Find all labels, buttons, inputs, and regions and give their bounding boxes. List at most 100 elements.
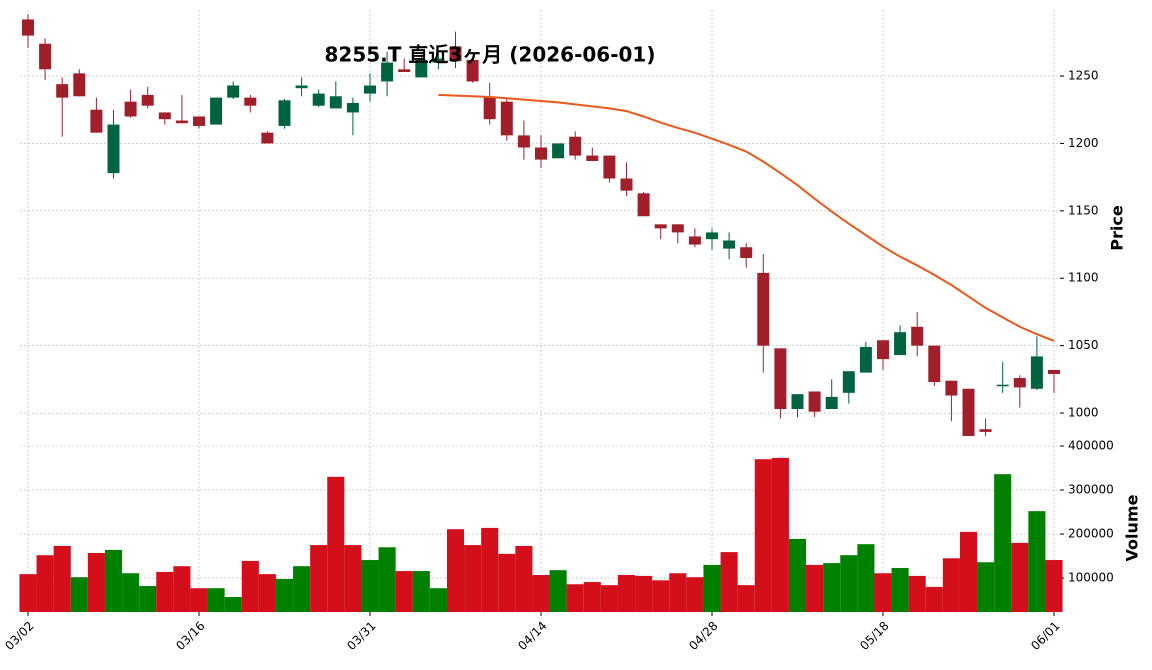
volume-bar [771, 457, 789, 612]
candle-body [244, 97, 257, 106]
volume-bar [190, 588, 208, 612]
candle-body [996, 384, 1009, 387]
y-tick-label: 1200 [1068, 136, 1099, 150]
x-tick-label: 04/14 [515, 619, 549, 653]
candle-body [859, 346, 872, 373]
volume-bar [395, 571, 413, 612]
candle-body [210, 97, 223, 125]
candle-body [466, 59, 479, 82]
volume-bar [481, 527, 499, 612]
volume-bar [464, 545, 482, 612]
moving-average-line [438, 93, 1055, 342]
candle-body [193, 116, 205, 126]
y-tick-label: 400000 [1068, 438, 1114, 452]
y-tick-label: 1000 [1068, 406, 1099, 420]
candle-body [603, 155, 616, 179]
candle-body [124, 101, 137, 117]
volume-bar [874, 573, 892, 612]
volume-bar [498, 553, 516, 612]
candle-body [141, 94, 154, 106]
candle-body [90, 109, 103, 133]
candle-body [346, 103, 359, 113]
volume-bar [583, 582, 601, 612]
volume-bar [87, 552, 105, 612]
candle-body [774, 348, 787, 409]
volume-bar [925, 586, 943, 612]
candle-body [107, 124, 120, 174]
volume-bar [600, 585, 618, 612]
volume-bar [806, 564, 824, 612]
candle-body [637, 193, 650, 217]
candle-body [552, 143, 565, 159]
y-tick-label: 1150 [1068, 203, 1099, 217]
volume-bar [173, 566, 191, 612]
candle-body [979, 429, 992, 432]
candle-body [688, 236, 701, 245]
volume-bar [1011, 542, 1029, 612]
volume-bar [139, 586, 157, 612]
candle-body [1013, 377, 1026, 388]
volume-bar [515, 545, 533, 612]
candle-body [364, 85, 376, 94]
candle-body [415, 59, 428, 78]
candle-body [911, 326, 924, 346]
candle-body [962, 388, 975, 436]
candle-body [620, 178, 633, 191]
y-tick-label: 100000 [1068, 571, 1114, 585]
volume-bar [686, 577, 704, 612]
volume-bar [275, 578, 294, 612]
volume-bar [344, 545, 362, 612]
x-tick-label: 05/18 [857, 619, 891, 653]
candle-body [928, 345, 941, 383]
volume-bar [241, 560, 259, 612]
volume-bar [720, 552, 738, 612]
candle-body [740, 247, 753, 259]
y-tick-label: 1050 [1068, 338, 1099, 352]
x-tick-label: 03/02 [2, 619, 36, 653]
volume-bar [737, 585, 755, 612]
volume-bar [224, 597, 242, 612]
candle-body [432, 58, 445, 63]
candle-body [73, 73, 86, 97]
candle-body [723, 240, 736, 249]
volume-axis-label: Volume [1123, 494, 1142, 561]
y-tick-label: 1250 [1068, 69, 1099, 83]
volume-bar [207, 588, 225, 612]
volume-bar [53, 545, 71, 612]
candle-body [312, 93, 325, 106]
volume-bar [1045, 560, 1063, 612]
candle-body [278, 100, 291, 126]
y-tick-label: 1100 [1068, 271, 1099, 285]
candle-body [569, 136, 582, 156]
candle-body [586, 155, 599, 161]
volume-bar [908, 575, 926, 612]
candle-body [808, 391, 821, 412]
candle-body [22, 19, 34, 36]
volume-bar [549, 570, 567, 612]
candle-body [894, 332, 907, 356]
volume-bar [327, 476, 345, 612]
volume-bar [703, 564, 721, 612]
y-axis-label: Price [1108, 205, 1127, 251]
x-tick-label: 04/28 [686, 619, 720, 653]
candle-body [654, 224, 667, 229]
candle-body [39, 43, 52, 70]
volume-bar [635, 575, 653, 612]
volume-bar [1028, 511, 1046, 612]
candle-body [671, 224, 684, 233]
volume-bar [566, 584, 584, 612]
volume-bar [652, 580, 670, 612]
candle-body [825, 396, 838, 409]
candle-body [535, 147, 547, 160]
volume-bar [942, 558, 960, 612]
volume-bar [891, 567, 909, 612]
candle-body [945, 380, 958, 396]
candle-body [1030, 356, 1043, 389]
candle-body [757, 272, 770, 346]
volume-bar [977, 562, 995, 612]
candle-body [158, 112, 171, 120]
volume-bar [156, 571, 174, 612]
x-tick-label: 03/16 [173, 619, 207, 653]
volume-bar [532, 575, 550, 612]
